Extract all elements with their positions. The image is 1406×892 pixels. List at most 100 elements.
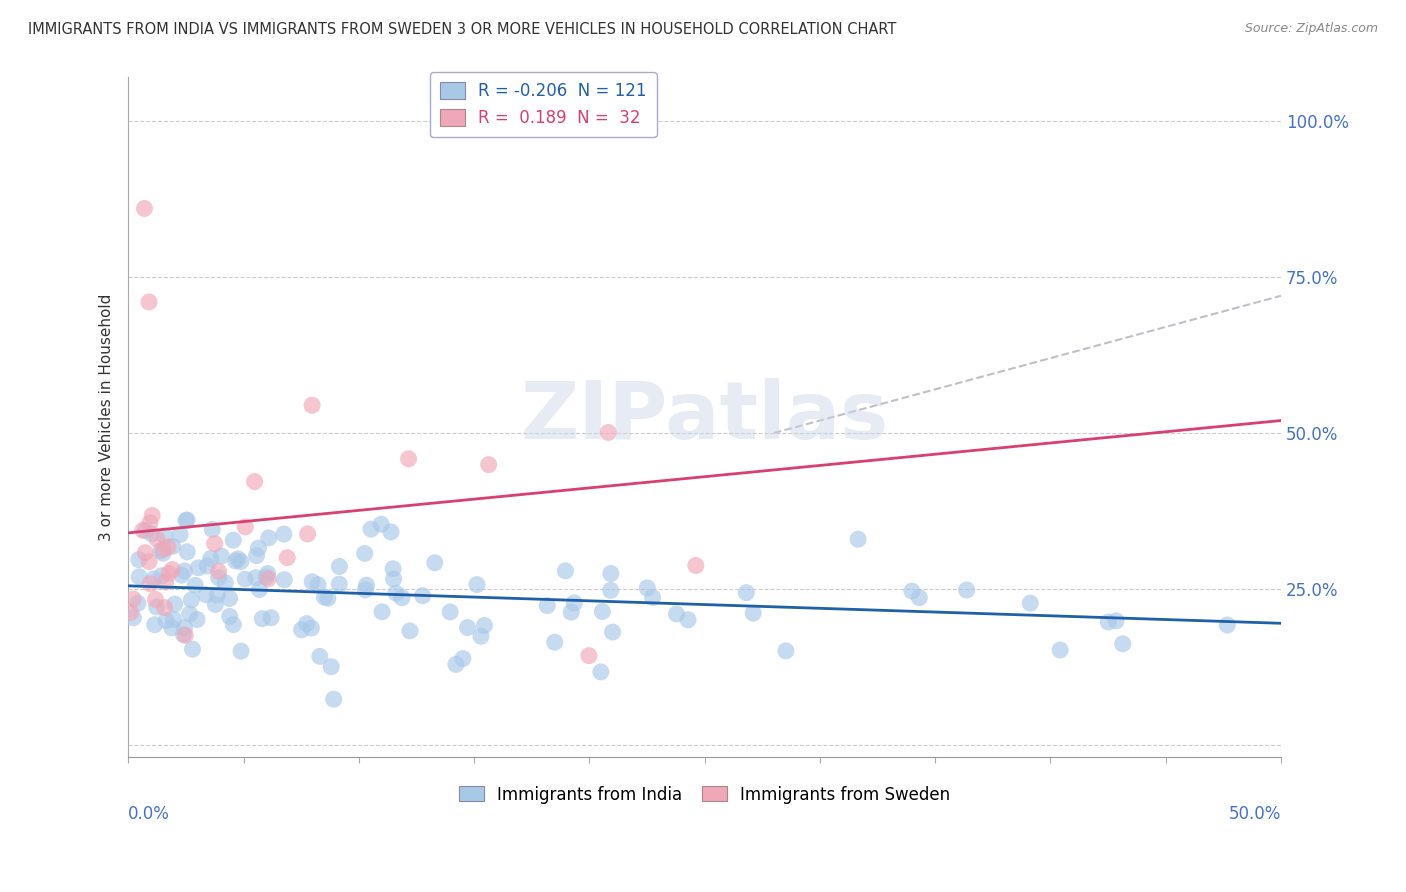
Point xyxy=(149,544,172,558)
Point xyxy=(599,566,621,581)
Point xyxy=(380,524,402,539)
Point xyxy=(143,617,166,632)
Point xyxy=(598,425,620,440)
Point xyxy=(398,451,420,466)
Point xyxy=(247,541,270,556)
Point xyxy=(204,536,226,550)
Point xyxy=(170,568,193,582)
Point xyxy=(162,562,184,576)
Point xyxy=(956,582,979,597)
Point xyxy=(360,522,382,536)
Point xyxy=(128,552,150,566)
Point xyxy=(370,517,392,532)
Point xyxy=(252,612,274,626)
Point xyxy=(257,531,280,545)
Point xyxy=(229,644,252,658)
Point xyxy=(316,591,339,606)
Point xyxy=(465,577,488,591)
Point xyxy=(222,617,245,632)
Point xyxy=(179,607,201,621)
Point xyxy=(254,570,277,584)
Point xyxy=(846,533,869,547)
Point xyxy=(297,527,319,541)
Point xyxy=(457,621,479,635)
Point xyxy=(299,621,322,635)
Point xyxy=(562,596,585,610)
Point xyxy=(301,398,323,412)
Point xyxy=(214,575,236,590)
Point xyxy=(249,582,271,597)
Point xyxy=(307,578,329,592)
Point xyxy=(138,295,160,310)
Point xyxy=(222,533,245,548)
Point xyxy=(209,549,232,563)
Point xyxy=(685,558,707,573)
Point xyxy=(142,572,165,586)
Point xyxy=(322,692,344,706)
Point xyxy=(139,577,162,591)
Point xyxy=(382,572,405,586)
Point xyxy=(257,572,280,586)
Point xyxy=(295,616,318,631)
Point xyxy=(128,570,150,584)
Point xyxy=(356,578,378,592)
Point xyxy=(321,659,343,673)
Point xyxy=(602,625,624,640)
Point xyxy=(150,568,173,582)
Point xyxy=(204,598,226,612)
Point xyxy=(742,606,765,620)
Legend: Immigrants from India, Immigrants from Sweden: Immigrants from India, Immigrants from S… xyxy=(451,779,957,810)
Point xyxy=(444,657,467,672)
Point xyxy=(290,623,312,637)
Point xyxy=(665,607,688,621)
Point xyxy=(1049,643,1071,657)
Point xyxy=(127,596,149,610)
Point xyxy=(676,613,699,627)
Point xyxy=(153,600,176,615)
Text: ZIPatlas: ZIPatlas xyxy=(520,378,889,457)
Point xyxy=(155,614,177,628)
Point xyxy=(172,627,194,641)
Point xyxy=(560,605,582,619)
Point xyxy=(1097,615,1119,629)
Point xyxy=(141,508,163,523)
Y-axis label: 3 or more Vehicles in Household: 3 or more Vehicles in Household xyxy=(100,293,114,541)
Point xyxy=(169,527,191,541)
Point xyxy=(186,612,208,626)
Point xyxy=(328,559,350,574)
Point xyxy=(470,629,492,643)
Point xyxy=(226,552,249,566)
Point xyxy=(162,612,184,626)
Point xyxy=(578,648,600,663)
Point xyxy=(451,651,474,665)
Point xyxy=(328,577,350,591)
Point xyxy=(195,588,218,602)
Point xyxy=(412,589,434,603)
Point xyxy=(1019,596,1042,610)
Point xyxy=(225,554,247,568)
Point xyxy=(229,555,252,569)
Point xyxy=(160,621,183,635)
Point xyxy=(301,574,323,589)
Point xyxy=(139,516,162,530)
Point xyxy=(439,605,461,619)
Point xyxy=(184,578,207,592)
Point xyxy=(1105,614,1128,628)
Point xyxy=(134,202,156,216)
Point xyxy=(195,559,218,574)
Point xyxy=(122,611,145,625)
Point xyxy=(141,527,163,541)
Point xyxy=(157,540,180,554)
Text: IMMIGRANTS FROM INDIA VS IMMIGRANTS FROM SWEDEN 3 OR MORE VEHICLES IN HOUSEHOLD : IMMIGRANTS FROM INDIA VS IMMIGRANTS FROM… xyxy=(28,22,897,37)
Text: 50.0%: 50.0% xyxy=(1229,805,1281,823)
Point xyxy=(1216,618,1239,632)
Point xyxy=(260,611,283,625)
Point xyxy=(591,605,613,619)
Point xyxy=(245,571,267,585)
Text: 0.0%: 0.0% xyxy=(128,805,170,823)
Point xyxy=(173,564,195,578)
Point xyxy=(135,524,157,538)
Point xyxy=(145,592,167,607)
Point xyxy=(385,586,408,600)
Point xyxy=(641,591,664,605)
